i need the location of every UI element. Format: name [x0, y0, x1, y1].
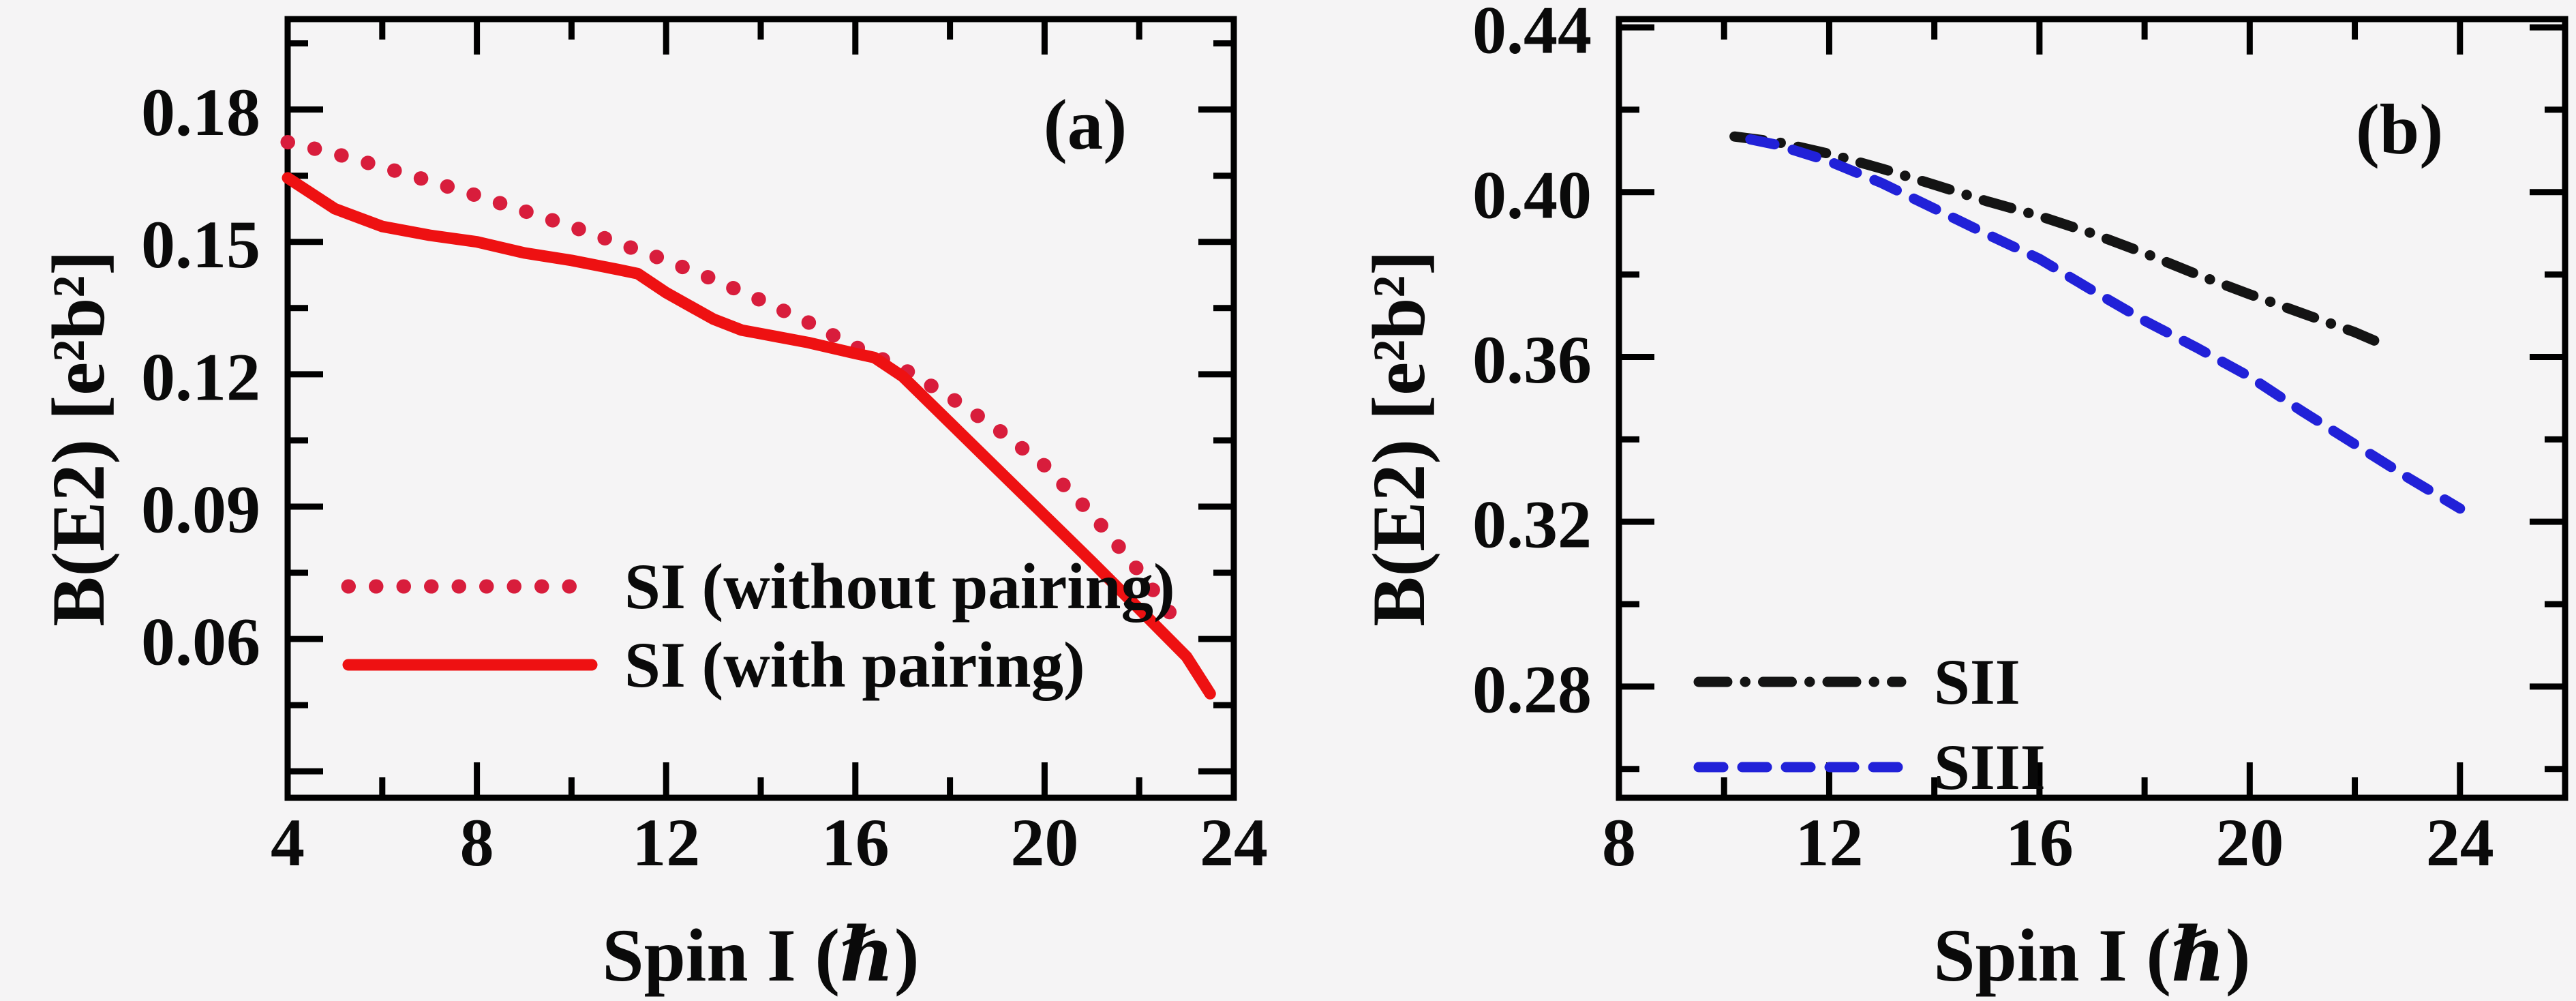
series-sii [1729, 131, 2381, 346]
x-tick-label: 20 [1010, 805, 1078, 880]
legend-item-siii: SIII [1689, 730, 2046, 805]
panel-b-x-axis-title: Spin I (ℏ) [1933, 914, 2251, 997]
y-tick-label: 0.36 [1472, 322, 1592, 398]
x-tick-label: 4 [271, 805, 305, 880]
legend-item-sii: SII [1689, 644, 2020, 719]
legend-label-sii: SII [1934, 646, 2020, 718]
legend-label-si-without-pairing: SI (without pairing) [624, 550, 1175, 623]
x-tick-label: 8 [460, 805, 494, 880]
panel-a-tag: (a) [1043, 85, 1127, 164]
panel-b-y-axis-title: B(E2) [e²b²] [1357, 250, 1440, 627]
legend-line-dashdot-icon [1693, 676, 1907, 687]
panel-a-y-axis-title: B(E2) [e²b²] [37, 250, 120, 627]
series-si-with-pairing [282, 172, 1216, 700]
panel-a-x-axis-title: Spin I (ℏ) [602, 914, 920, 997]
legend-item-si-with-pairing: SI (with pairing) [339, 627, 1085, 702]
series-si-without-pairing [280, 135, 1189, 636]
x-tick-label: 16 [821, 805, 890, 880]
panel-b-tag: (b) [2355, 89, 2444, 169]
plot-frame [1616, 16, 2569, 801]
legend-label-siii: SIII [1934, 731, 2046, 803]
panel-a-plot [284, 16, 1237, 801]
y-tick-label: 0.06 [141, 604, 260, 680]
x-tick-label: 12 [1795, 805, 1863, 880]
y-tick-label: 0.40 [1472, 157, 1592, 233]
y-tick-label: 0.44 [1472, 0, 1592, 68]
panel-b-plot [1616, 16, 2569, 801]
legend-label-si-with-pairing: SI (with pairing) [624, 629, 1085, 701]
x-tick-label: 20 [2215, 805, 2284, 880]
x-tick-label: 24 [2426, 805, 2494, 880]
x-tick-label: 12 [632, 805, 700, 880]
series-siii [1745, 134, 2466, 514]
legend-line-dotted-icon [341, 579, 599, 594]
y-tick-label: 0.18 [141, 74, 260, 150]
legend-item-si-without-pairing: SI (without pairing) [339, 549, 1175, 624]
x-tick-label: 16 [2005, 805, 2074, 880]
legend-line-dashed-icon [1693, 762, 1907, 773]
y-tick-label: 0.32 [1472, 487, 1592, 563]
x-tick-label: 8 [1602, 805, 1636, 880]
y-tick-label: 0.12 [141, 339, 260, 415]
y-tick-label: 0.15 [141, 207, 260, 282]
y-tick-label: 0.28 [1472, 651, 1592, 727]
plot-frame [284, 16, 1237, 801]
x-tick-label: 24 [1200, 805, 1268, 880]
y-tick-label: 0.09 [141, 471, 260, 547]
legend-line-solid-icon [342, 659, 598, 671]
